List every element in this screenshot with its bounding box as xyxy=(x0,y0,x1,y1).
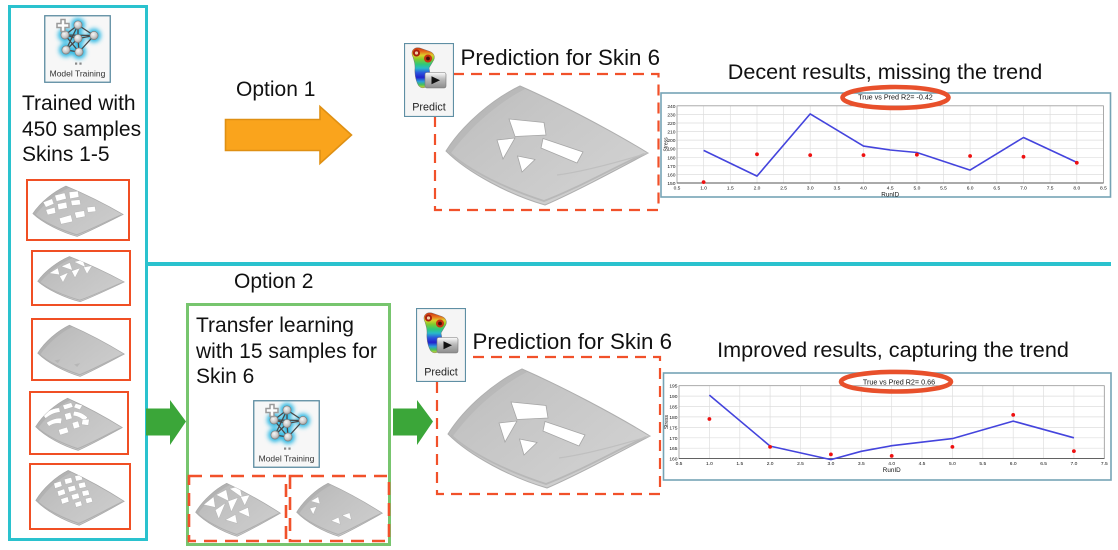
svg-text:2.0: 2.0 xyxy=(767,461,774,467)
svg-text:True vs Pred R2= 0.66: True vs Pred R2= 0.66 xyxy=(863,378,935,387)
svg-text:200: 200 xyxy=(667,138,675,144)
svg-text:230: 230 xyxy=(667,112,675,118)
svg-text:2.5: 2.5 xyxy=(780,185,787,191)
svg-text:Stress: Stress xyxy=(664,415,670,430)
svg-text:5.5: 5.5 xyxy=(940,185,947,191)
svg-text:165: 165 xyxy=(669,446,677,452)
svg-text:6.5: 6.5 xyxy=(993,185,1000,191)
svg-text:180: 180 xyxy=(669,415,677,421)
svg-text:RunID: RunID xyxy=(883,467,901,474)
svg-text:220: 220 xyxy=(667,121,675,127)
svg-text:175: 175 xyxy=(669,425,677,431)
svg-text:5.0: 5.0 xyxy=(913,185,920,191)
svg-text:240: 240 xyxy=(667,104,675,110)
svg-text:5.0: 5.0 xyxy=(949,461,956,467)
svg-text:True vs Pred R2= -0.42: True vs Pred R2= -0.42 xyxy=(858,93,933,102)
svg-text:1.0: 1.0 xyxy=(700,185,707,191)
svg-text:190: 190 xyxy=(667,147,675,153)
svg-text:8.5: 8.5 xyxy=(1100,185,1107,191)
svg-text:4.5: 4.5 xyxy=(919,461,926,467)
svg-text:2.0: 2.0 xyxy=(754,185,761,191)
svg-text:8.0: 8.0 xyxy=(1073,185,1080,191)
svg-text:7.0: 7.0 xyxy=(1020,185,1027,191)
svg-text:4.0: 4.0 xyxy=(888,461,895,467)
svg-text:3.0: 3.0 xyxy=(807,185,814,191)
svg-text:170: 170 xyxy=(669,436,677,442)
svg-text:210: 210 xyxy=(667,130,675,136)
svg-text:150: 150 xyxy=(667,181,675,187)
svg-text:6.5: 6.5 xyxy=(1040,461,1047,467)
svg-text:6.0: 6.0 xyxy=(967,185,974,191)
svg-text:160: 160 xyxy=(667,172,675,178)
svg-text:7.5: 7.5 xyxy=(1047,185,1054,191)
svg-text:3.5: 3.5 xyxy=(858,461,865,467)
svg-text:4.0: 4.0 xyxy=(860,185,867,191)
svg-text:5.5: 5.5 xyxy=(979,461,986,467)
svg-text:1.0: 1.0 xyxy=(706,461,713,467)
svg-text:2.5: 2.5 xyxy=(797,461,804,467)
svg-text:195: 195 xyxy=(669,384,677,390)
svg-text:170: 170 xyxy=(667,164,675,170)
svg-text:7.5: 7.5 xyxy=(1101,461,1108,467)
svg-text:6.0: 6.0 xyxy=(1010,461,1017,467)
svg-text:160: 160 xyxy=(669,457,677,463)
svg-text:190: 190 xyxy=(669,394,677,400)
svg-text:4.5: 4.5 xyxy=(887,185,894,191)
svg-text:185: 185 xyxy=(669,405,677,411)
svg-text:7.0: 7.0 xyxy=(1070,461,1077,467)
svg-text:180: 180 xyxy=(667,155,675,161)
svg-text:3.0: 3.0 xyxy=(827,461,834,467)
svg-text:3.5: 3.5 xyxy=(833,185,840,191)
svg-text:RunID: RunID xyxy=(881,192,899,199)
svg-text:1.5: 1.5 xyxy=(736,461,743,467)
svg-text:Stress: Stress xyxy=(664,137,670,152)
svg-text:1.5: 1.5 xyxy=(727,185,734,191)
svg-text:0.5: 0.5 xyxy=(674,185,681,191)
svg-text:0.5: 0.5 xyxy=(676,461,683,467)
